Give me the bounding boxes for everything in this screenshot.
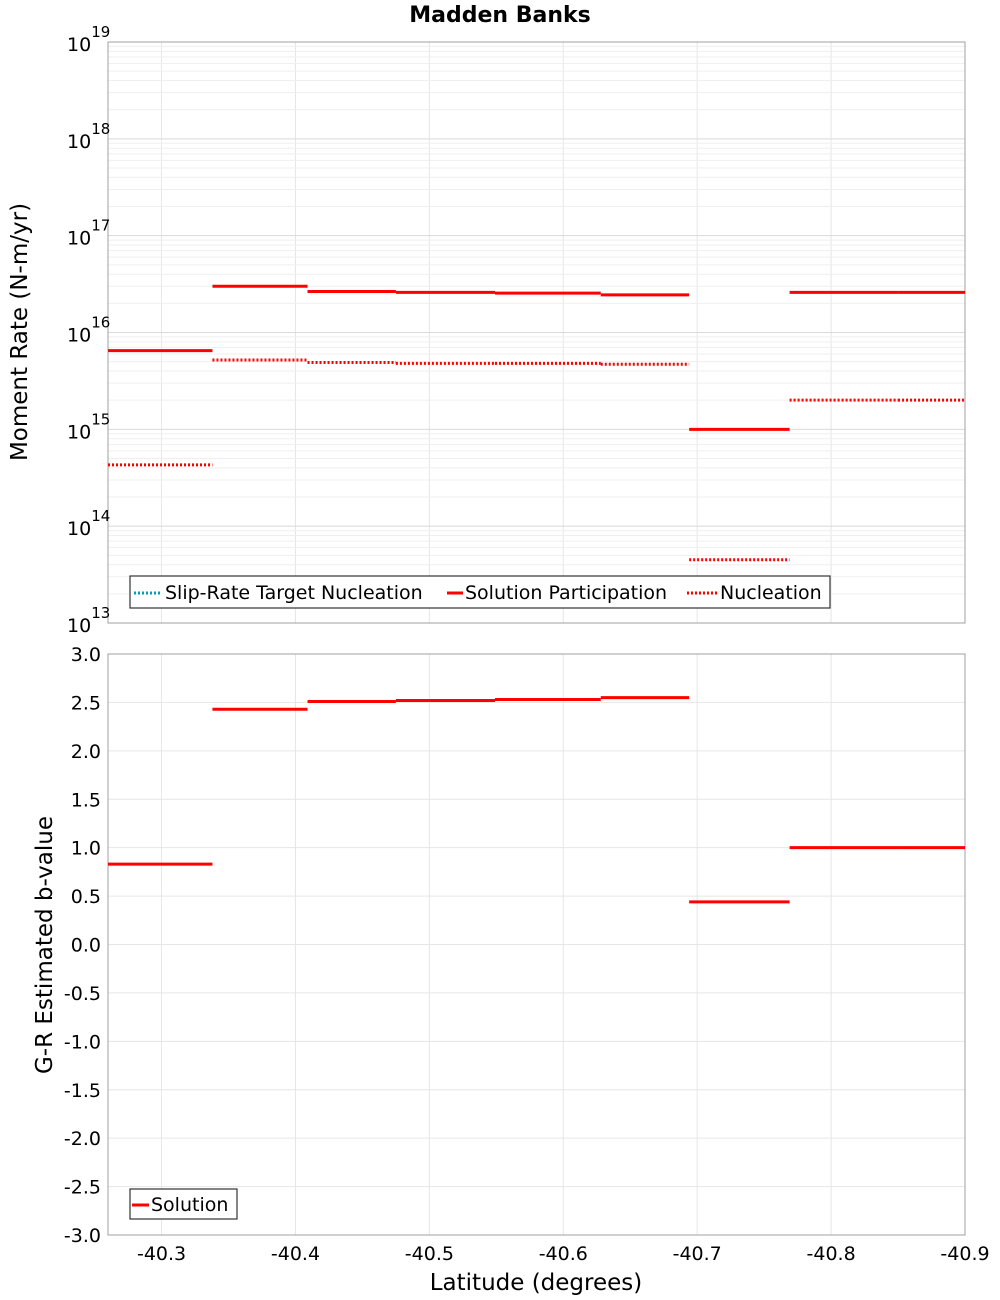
bottom-y-tick-label: 2.0 (71, 741, 101, 763)
bottom-y-axis-label: G-R Estimated b-value (32, 816, 58, 1074)
bottom-y-tick-label: 1.0 (71, 838, 101, 860)
legend-label-solution: Solution (151, 1194, 228, 1216)
top-y-tick-label: 1014 (67, 507, 110, 540)
bottom-y-tick-label: -2.5 (64, 1177, 101, 1199)
top-y-axis-label: Moment Rate (N-m/yr) (7, 203, 33, 461)
top-y-tick-label: 1015 (67, 410, 110, 443)
bottom-y-tick-label: 2.5 (71, 692, 101, 714)
x-tick-label: -40.5 (405, 1243, 454, 1265)
bottom-y-tick-labels: 3.0 2.5 2.0 1.5 1.0 0.5 0.0 -0.5 -1.0 -1.5 -2.0 -2.… (64, 644, 101, 1247)
top-y-tick-label: 1013 (67, 604, 110, 637)
top-gridlines (108, 42, 966, 624)
top-y-tick-labels: 1013 1014 1015 1016 1017 1018 1019 (67, 23, 110, 637)
top-legend-box (129, 575, 831, 609)
bottom-y-tick-label: -2.0 (64, 1128, 101, 1150)
bottom-y-tick-label: 0.0 (71, 935, 101, 957)
x-tick-label: -40.7 (673, 1243, 722, 1265)
bottom-y-tick-label: -1.5 (64, 1080, 101, 1102)
top-series-layer (108, 284, 965, 562)
x-axis-label: Latitude (degrees) (430, 1270, 643, 1296)
x-tick-labels: -40.3 -40.4 -40.5 -40.6 -40.7 -40.8 -40.9 (137, 1243, 990, 1265)
bottom-y-tick-label: -3.0 (64, 1225, 101, 1247)
bottom-series-layer (108, 696, 965, 904)
top-plot-frame (107, 41, 966, 624)
bottom-y-tick-label: 1.5 (71, 789, 101, 811)
bottom-gridlines (108, 653, 966, 1236)
x-tick-label: -40.9 (940, 1243, 989, 1265)
bottom-y-tick-label: -1.0 (64, 1031, 101, 1053)
top-y-tick-label: 1019 (67, 23, 110, 56)
top-y-tick-label: 1017 (67, 217, 110, 250)
legend-label-slip-rate-target: Slip-Rate Target Nucleation (165, 582, 423, 604)
bottom-plot-frame (107, 653, 966, 1236)
x-tick-label: -40.8 (807, 1243, 856, 1265)
top-legend: Slip-Rate Target Nucleation Solution Par… (129, 575, 831, 609)
legend-label-solution-participation: Solution Participation (465, 582, 667, 604)
legend-label-nucleation: Nucleation (720, 582, 822, 604)
x-tick-label: -40.3 (137, 1243, 186, 1265)
x-tick-label: -40.6 (539, 1243, 588, 1265)
chart-title: Madden Banks (409, 3, 590, 28)
bottom-y-tick-label: 0.5 (71, 886, 101, 908)
bottom-y-tick-label: -0.5 (64, 983, 101, 1005)
bottom-legend: Solution (129, 1188, 238, 1220)
top-y-tick-label: 1016 (67, 314, 110, 347)
bottom-y-tick-label: 3.0 (71, 644, 101, 666)
top-y-tick-label: 1018 (67, 120, 110, 153)
x-tick-label: -40.4 (271, 1243, 320, 1265)
